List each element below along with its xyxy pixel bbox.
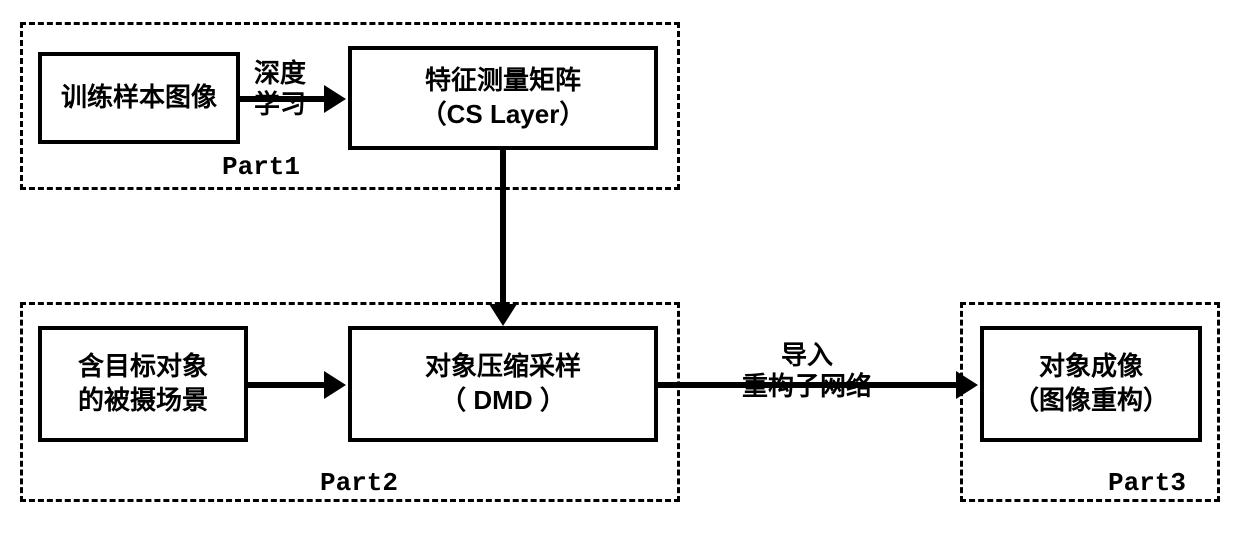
arrow-scene-to-dmd-head — [324, 371, 346, 399]
arrow-train-to-cslayer-head — [324, 85, 346, 113]
box-imaging-line1: 对象成像 — [1039, 350, 1143, 384]
box-scene-line1: 含目标对象 — [78, 350, 208, 384]
arrow-cslayer-to-dmd-head — [489, 304, 517, 326]
box-scene: 含目标对象 的被摄场景 — [38, 326, 248, 442]
arrow-train-to-cslayer-label-line2: 学习 — [254, 89, 306, 120]
part3-label: Part3 — [1108, 468, 1186, 498]
arrow-dmd-to-imaging-label: 导入 重构子网络 — [742, 340, 872, 402]
arrow-dmd-to-imaging-label-line2: 重构子网络 — [742, 371, 872, 402]
arrow-scene-to-dmd — [248, 382, 326, 388]
arrow-train-to-cslayer-label-line1: 深度 — [254, 58, 306, 89]
box-cs-layer-line2: （CS Layer） — [421, 98, 586, 132]
box-dmd: 对象压缩采样 （ DMD ） — [348, 326, 658, 442]
box-train-images: 训练样本图像 — [38, 52, 240, 144]
arrow-dmd-to-imaging-head — [956, 371, 978, 399]
box-cs-layer-line1: 特征测量矩阵 — [425, 64, 581, 98]
box-scene-line2: 的被摄场景 — [78, 384, 208, 418]
arrow-cslayer-to-dmd — [500, 150, 506, 306]
arrow-dmd-to-imaging-label-line1: 导入 — [742, 340, 872, 371]
box-imaging: 对象成像 （图像重构） — [980, 326, 1202, 442]
box-cs-layer: 特征测量矩阵 （CS Layer） — [348, 46, 658, 150]
box-train-images-line1: 训练样本图像 — [61, 81, 217, 115]
box-imaging-line2: （图像重构） — [1013, 384, 1169, 418]
part1-label: Part1 — [222, 152, 300, 182]
box-dmd-line1: 对象压缩采样 — [425, 350, 581, 384]
arrow-train-to-cslayer-label: 深度 学习 — [254, 58, 306, 120]
part2-label: Part2 — [320, 468, 398, 498]
box-dmd-line2: （ DMD ） — [440, 384, 566, 418]
